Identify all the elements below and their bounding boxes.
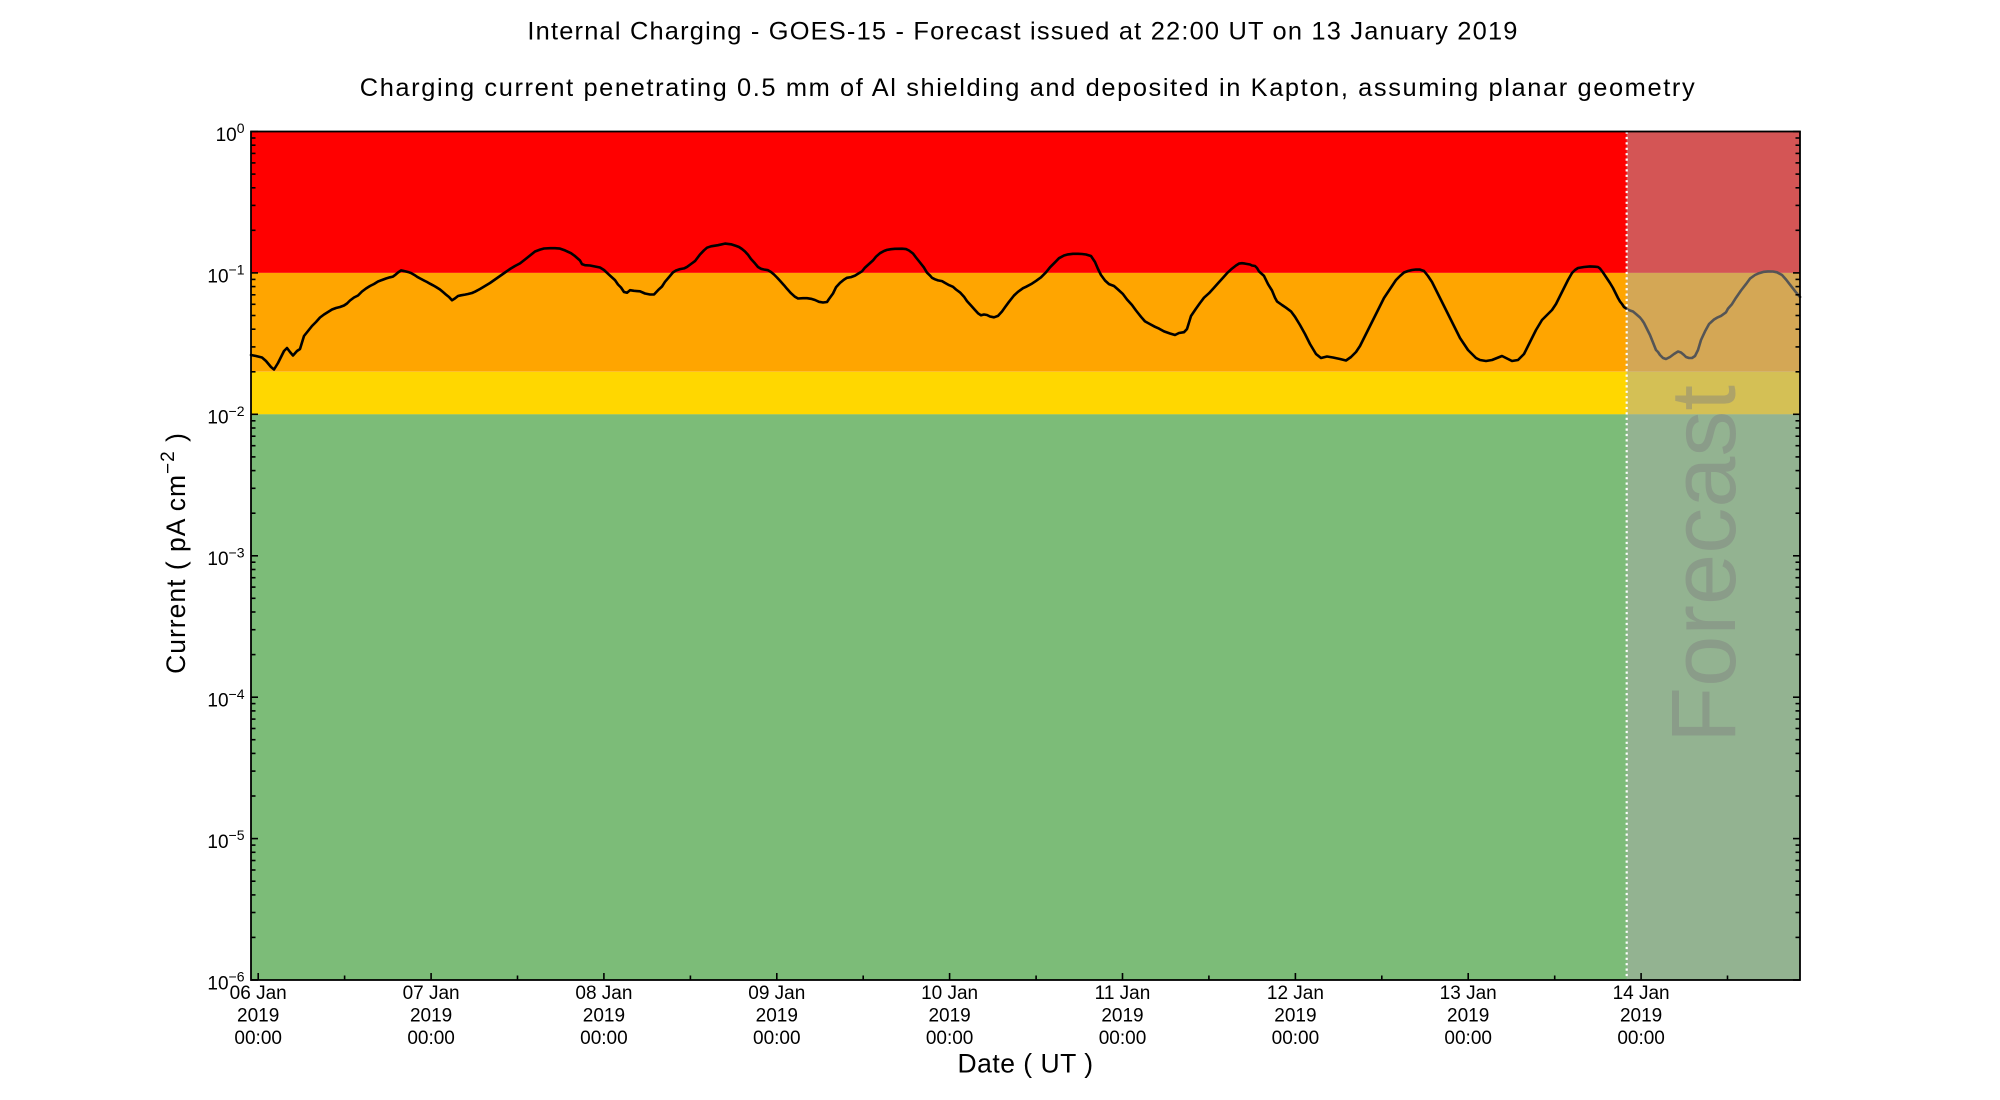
svg-text:Forecast: Forecast	[1653, 385, 1755, 743]
svg-text:00:00: 00:00	[407, 1028, 455, 1049]
svg-text:00:00: 00:00	[1099, 1028, 1147, 1049]
svg-text:00:00: 00:00	[1444, 1028, 1492, 1049]
svg-text:2019: 2019	[237, 1006, 279, 1027]
svg-text:10−4: 10−4	[207, 686, 244, 712]
svg-text:14 Jan: 14 Jan	[1613, 983, 1670, 1004]
svg-text:00:00: 00:00	[580, 1028, 628, 1049]
svg-text:00:00: 00:00	[926, 1028, 974, 1049]
svg-text:10−3: 10−3	[207, 544, 244, 570]
svg-text:Charging current penetrating 0: Charging current penetrating 0.5 mm of A…	[360, 74, 1697, 102]
svg-text:00:00: 00:00	[234, 1028, 282, 1049]
svg-text:00:00: 00:00	[1272, 1028, 1320, 1049]
svg-text:2019: 2019	[1620, 1006, 1662, 1027]
svg-text:Internal Charging - GOES-15 -: Internal Charging - GOES-15 - Forecast i…	[527, 18, 1518, 46]
svg-text:11 Jan: 11 Jan	[1095, 983, 1151, 1004]
svg-text:00:00: 00:00	[753, 1028, 801, 1049]
svg-text:10−5: 10−5	[207, 827, 244, 853]
svg-text:2019: 2019	[410, 1006, 452, 1027]
svg-text:2019: 2019	[583, 1006, 625, 1027]
svg-text:10 Jan: 10 Jan	[921, 983, 978, 1004]
svg-text:10−2: 10−2	[207, 403, 244, 429]
svg-text:06 Jan: 06 Jan	[230, 983, 287, 1004]
svg-text:10−6: 10−6	[207, 969, 244, 995]
svg-text:13 Jan: 13 Jan	[1440, 983, 1497, 1004]
svg-text:2019: 2019	[1447, 1006, 1489, 1027]
svg-text:100: 100	[216, 120, 245, 146]
svg-text:10−1: 10−1	[207, 262, 244, 288]
svg-text:09 Jan: 09 Jan	[748, 983, 805, 1004]
svg-text:07 Jan: 07 Jan	[403, 983, 460, 1004]
svg-text:2019: 2019	[1274, 1006, 1316, 1027]
svg-text:08 Jan: 08 Jan	[575, 983, 632, 1004]
svg-text:2019: 2019	[928, 1006, 970, 1027]
svg-text:12 Jan: 12 Jan	[1267, 983, 1324, 1004]
svg-text:Date ( UT ): Date ( UT )	[957, 1049, 1093, 1079]
svg-text:2019: 2019	[1101, 1006, 1143, 1027]
svg-text:2019: 2019	[756, 1006, 798, 1027]
svg-text:00:00: 00:00	[1617, 1028, 1665, 1049]
